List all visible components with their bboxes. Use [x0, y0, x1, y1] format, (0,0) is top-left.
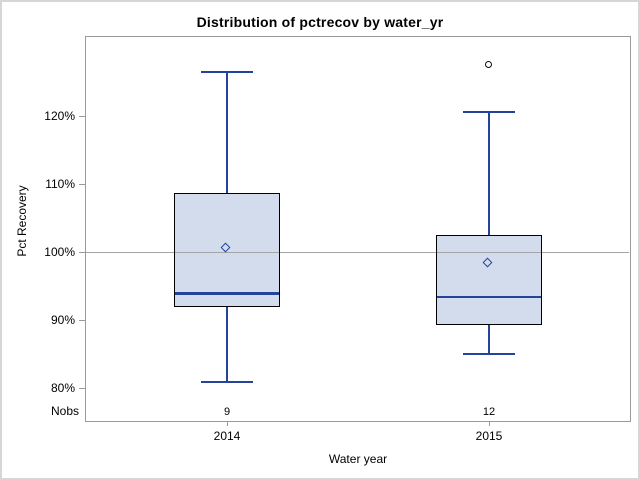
y-tick-mark — [79, 251, 85, 253]
box-outline — [436, 235, 542, 326]
nobs-value: 9 — [223, 406, 231, 418]
reference-line — [86, 252, 629, 254]
median-line — [437, 295, 541, 299]
y-tick-label: 90% — [50, 313, 75, 328]
lower-whisker-cap — [463, 353, 515, 356]
y-tick-label: 120% — [44, 109, 75, 124]
lower-whisker-cap — [201, 380, 253, 383]
y-tick-mark — [79, 387, 85, 389]
box-outline — [174, 193, 280, 307]
y-tick-label: 110% — [45, 177, 75, 192]
upper-whisker — [488, 111, 490, 236]
box-fill — [436, 235, 542, 326]
plot-area — [85, 36, 631, 422]
x-tick-label: 2014 — [213, 429, 241, 443]
upper-whisker-cap — [201, 71, 253, 74]
chart-title: Distribution of pctrecov by water_yr — [196, 14, 444, 30]
x-axis-title: Water year — [328, 452, 388, 466]
median-line — [175, 292, 279, 295]
box-fill — [174, 193, 280, 307]
x-tick-mark — [226, 421, 228, 426]
y-tick-label: 80% — [50, 381, 75, 396]
x-tick-label: 2015 — [475, 429, 503, 443]
lower-whisker — [488, 325, 490, 355]
nobs-value: 12 — [482, 406, 496, 418]
outlier-point — [485, 61, 492, 69]
y-tick-mark — [79, 115, 85, 117]
y-tick-label: 100% — [44, 245, 75, 260]
x-tick-mark — [488, 421, 490, 426]
lower-whisker — [226, 306, 228, 382]
y-tick-mark — [79, 319, 85, 321]
nobs-row-label: Nobs — [50, 404, 79, 418]
upper-whisker-cap — [463, 110, 515, 113]
y-tick-mark — [79, 183, 85, 185]
upper-whisker — [226, 72, 228, 194]
